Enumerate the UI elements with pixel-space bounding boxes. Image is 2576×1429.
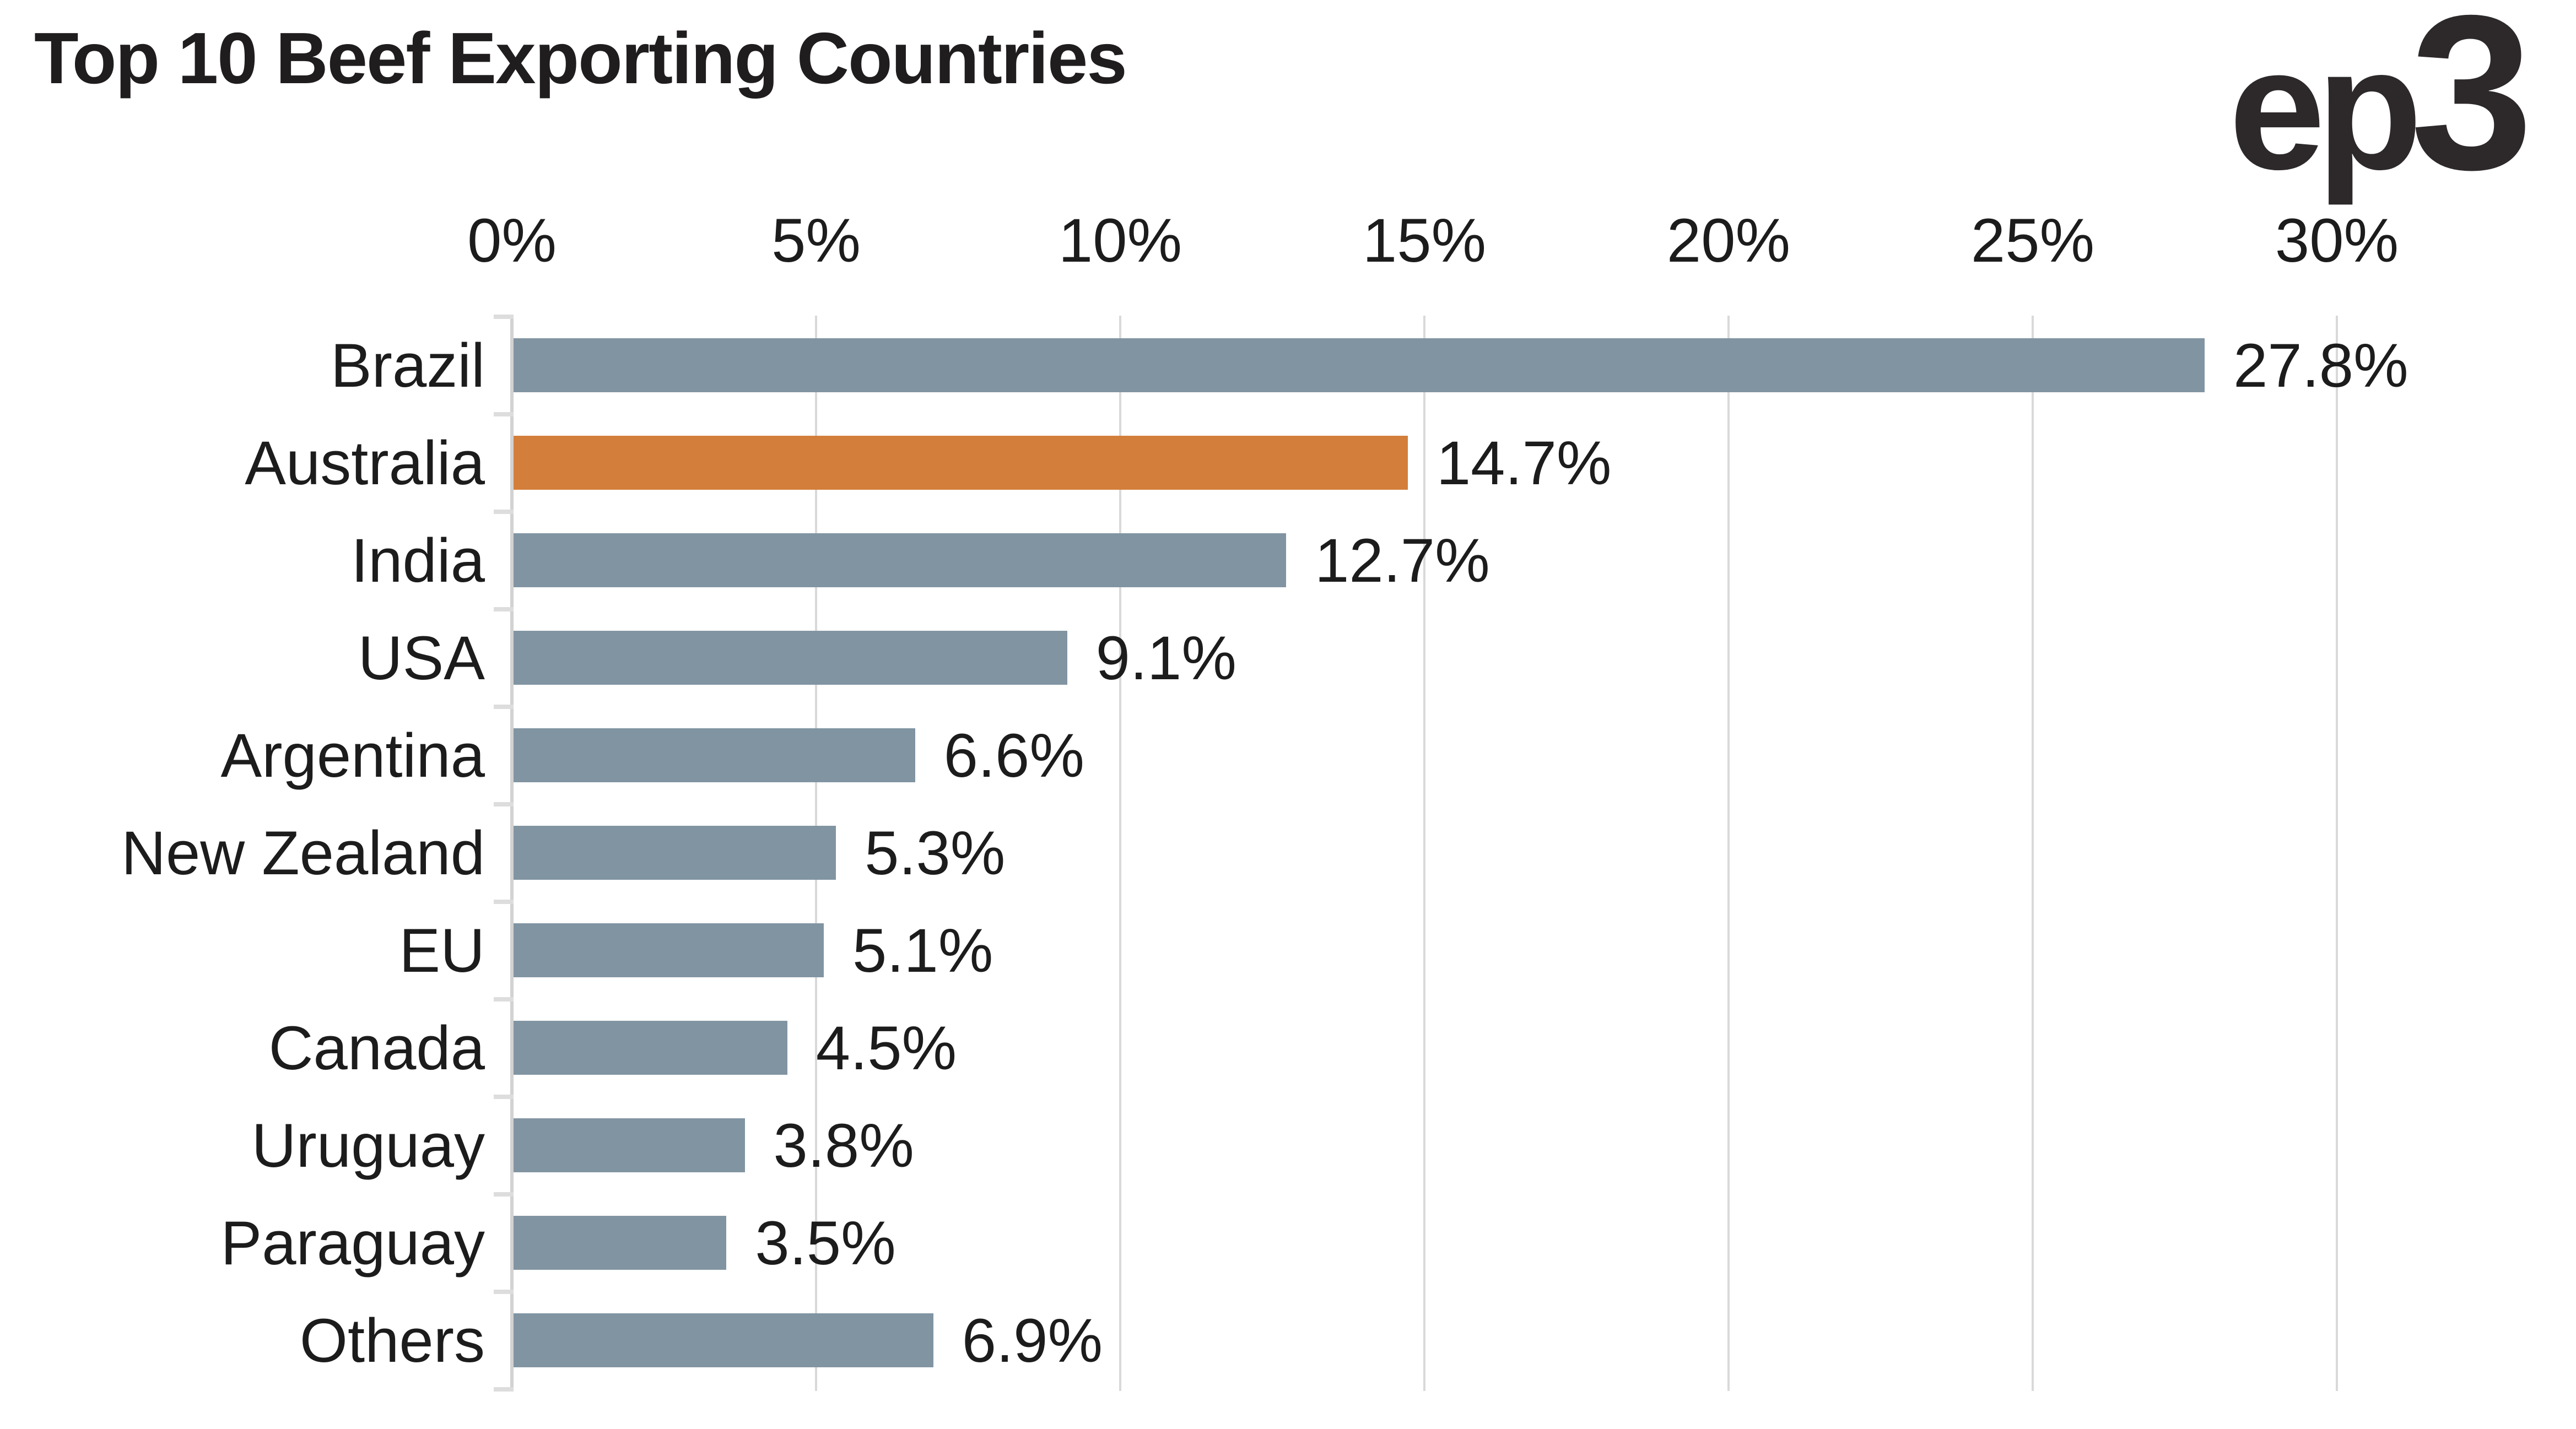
bar-row: Canada 4.5% bbox=[0, 999, 2576, 1097]
category-axis-tick bbox=[494, 412, 514, 416]
value-label: 6.9% bbox=[962, 1306, 1103, 1375]
value-label: 5.1% bbox=[852, 916, 993, 985]
category-label: Canada bbox=[268, 1014, 485, 1082]
value-label: 9.1% bbox=[1095, 624, 1236, 692]
value-label: 12.7% bbox=[1315, 526, 1490, 595]
category-axis-tick bbox=[494, 607, 514, 611]
gridline bbox=[1727, 316, 1730, 1391]
bar-row: EU 5.1% bbox=[0, 902, 2576, 999]
x-axis-tick-label: 20% bbox=[1666, 206, 1791, 275]
gridline bbox=[1423, 316, 1425, 1391]
category-label: Brazil bbox=[330, 331, 485, 400]
category-label: Uruguay bbox=[251, 1111, 485, 1180]
category-label: USA bbox=[358, 624, 485, 692]
value-label: 3.8% bbox=[773, 1111, 914, 1180]
y-axis-line bbox=[510, 316, 514, 1391]
bar-row: Paraguay 3.5% bbox=[0, 1194, 2576, 1292]
x-axis-tick-label: 10% bbox=[1058, 206, 1182, 275]
category-label: Paraguay bbox=[220, 1209, 485, 1278]
category-axis-tick bbox=[494, 510, 514, 514]
x-axis-tick-label: 5% bbox=[771, 206, 861, 275]
value-label: 5.3% bbox=[865, 819, 1006, 887]
bar-highlighted bbox=[514, 436, 1408, 490]
value-label: 3.5% bbox=[755, 1209, 896, 1278]
chart-title: Top 10 Beef Exporting Countries bbox=[34, 18, 1127, 99]
gridline bbox=[2032, 316, 2034, 1391]
gridline bbox=[1119, 316, 1121, 1391]
bar-row: Argentina 6.6% bbox=[0, 707, 2576, 804]
bar-row: Australia 14.7% bbox=[0, 414, 2576, 512]
bar-row: India 12.7% bbox=[0, 512, 2576, 609]
bar bbox=[514, 1021, 787, 1075]
logo-digit-3: 3 bbox=[2410, 0, 2533, 215]
x-axis-tick-label: 0% bbox=[467, 206, 557, 275]
category-axis-tick bbox=[494, 997, 514, 1002]
bar bbox=[514, 631, 1067, 685]
category-axis-tick bbox=[494, 705, 514, 709]
category-label: Australia bbox=[245, 429, 485, 497]
ep3-logo: ep 3 bbox=[2228, 0, 2533, 219]
category-axis-tick bbox=[494, 1290, 514, 1294]
value-label: 4.5% bbox=[816, 1014, 957, 1082]
bar bbox=[514, 1313, 933, 1367]
x-axis-tick-label: 30% bbox=[2275, 206, 2399, 275]
bar-row: Others 6.9% bbox=[0, 1292, 2576, 1389]
category-axis-tick bbox=[494, 802, 514, 806]
bar bbox=[514, 923, 824, 977]
bar bbox=[514, 1216, 727, 1270]
x-axis-tick-label: 15% bbox=[1362, 206, 1487, 275]
category-axis-tick bbox=[494, 1192, 514, 1197]
logo-text-ep: ep bbox=[2228, 12, 2423, 205]
bar-row: Brazil 27.8% bbox=[0, 317, 2576, 414]
value-label: 6.6% bbox=[943, 721, 1084, 790]
category-axis-tick bbox=[494, 315, 514, 319]
bar-row: USA 9.1% bbox=[0, 609, 2576, 707]
category-label: Others bbox=[299, 1306, 485, 1375]
bar bbox=[514, 1118, 745, 1172]
bar-row: New Zealand 5.3% bbox=[0, 804, 2576, 902]
category-axis-tick bbox=[494, 1387, 514, 1392]
value-label: 14.7% bbox=[1436, 429, 1612, 497]
gridline bbox=[2336, 316, 2338, 1391]
category-label: Argentina bbox=[220, 721, 485, 790]
bar bbox=[514, 728, 915, 782]
value-label: 27.8% bbox=[2233, 331, 2408, 400]
bar bbox=[514, 826, 836, 880]
bar bbox=[514, 533, 1287, 587]
x-axis-tick-label: 25% bbox=[1970, 206, 2095, 275]
category-label: EU bbox=[399, 916, 485, 985]
category-label: New Zealand bbox=[121, 819, 485, 887]
category-label: India bbox=[351, 526, 485, 595]
bar-row: Uruguay 3.8% bbox=[0, 1097, 2576, 1194]
category-axis-tick bbox=[494, 1095, 514, 1099]
category-axis-tick bbox=[494, 900, 514, 904]
bar bbox=[514, 338, 2205, 392]
